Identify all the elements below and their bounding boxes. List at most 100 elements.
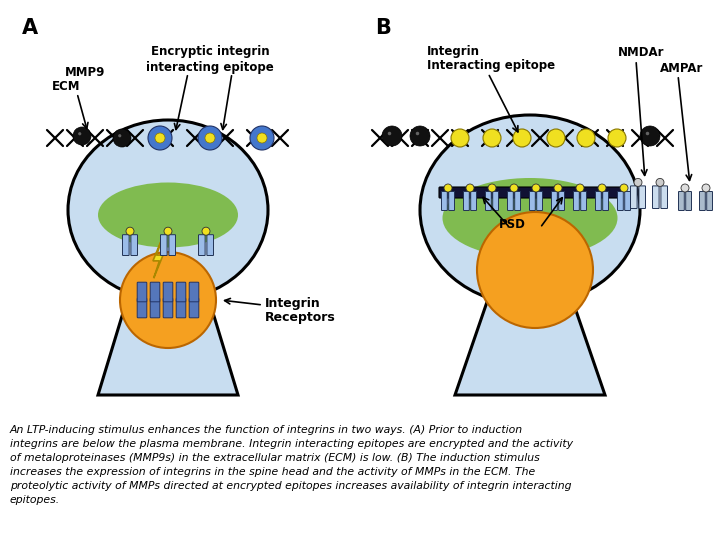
FancyBboxPatch shape bbox=[515, 192, 521, 211]
FancyBboxPatch shape bbox=[176, 298, 186, 318]
Text: Receptors: Receptors bbox=[265, 310, 336, 323]
FancyBboxPatch shape bbox=[150, 282, 160, 302]
FancyBboxPatch shape bbox=[529, 192, 535, 211]
Circle shape bbox=[198, 126, 222, 150]
FancyBboxPatch shape bbox=[652, 186, 659, 208]
Text: integrins are below the plasma membrane. Integrin interacting epitopes are encry: integrins are below the plasma membrane.… bbox=[10, 439, 573, 449]
FancyBboxPatch shape bbox=[131, 235, 138, 255]
Polygon shape bbox=[455, 270, 605, 395]
Circle shape bbox=[202, 227, 210, 235]
Circle shape bbox=[634, 178, 642, 186]
FancyBboxPatch shape bbox=[176, 282, 186, 302]
FancyBboxPatch shape bbox=[439, 187, 621, 198]
Circle shape bbox=[532, 184, 540, 192]
FancyBboxPatch shape bbox=[661, 186, 667, 208]
FancyBboxPatch shape bbox=[574, 192, 580, 211]
Text: Interacting epitope: Interacting epitope bbox=[427, 59, 555, 72]
Text: Integrin: Integrin bbox=[265, 296, 320, 309]
FancyBboxPatch shape bbox=[122, 235, 129, 255]
Text: proteolytic activity of MMPs directed at encrypted epitopes increases availabili: proteolytic activity of MMPs directed at… bbox=[10, 481, 572, 491]
Circle shape bbox=[576, 184, 584, 192]
Ellipse shape bbox=[68, 120, 268, 300]
Circle shape bbox=[547, 129, 565, 147]
FancyBboxPatch shape bbox=[464, 192, 469, 211]
Circle shape bbox=[120, 252, 216, 348]
Circle shape bbox=[702, 184, 710, 192]
Text: B: B bbox=[375, 18, 391, 38]
FancyBboxPatch shape bbox=[161, 235, 167, 255]
Circle shape bbox=[620, 184, 628, 192]
Text: An LTP-inducing stimulus enhances the function of integrins in two ways. (A) Pri: An LTP-inducing stimulus enhances the fu… bbox=[10, 425, 523, 435]
Circle shape bbox=[126, 227, 134, 235]
FancyBboxPatch shape bbox=[138, 282, 147, 302]
Circle shape bbox=[510, 184, 518, 192]
Ellipse shape bbox=[420, 115, 640, 305]
FancyBboxPatch shape bbox=[207, 235, 214, 255]
Circle shape bbox=[444, 184, 452, 192]
Circle shape bbox=[164, 227, 172, 235]
FancyBboxPatch shape bbox=[150, 298, 160, 318]
Text: increases the expression of integrins in the spine head and the activity of MMPs: increases the expression of integrins in… bbox=[10, 467, 535, 477]
Circle shape bbox=[488, 184, 496, 192]
Circle shape bbox=[554, 184, 562, 192]
FancyBboxPatch shape bbox=[199, 235, 205, 255]
FancyBboxPatch shape bbox=[707, 192, 713, 211]
Circle shape bbox=[410, 126, 430, 146]
Text: AMPAr: AMPAr bbox=[660, 62, 703, 75]
FancyBboxPatch shape bbox=[678, 192, 684, 211]
Circle shape bbox=[656, 178, 664, 186]
Circle shape bbox=[513, 129, 531, 147]
Circle shape bbox=[250, 126, 274, 150]
FancyBboxPatch shape bbox=[639, 186, 646, 208]
Circle shape bbox=[155, 133, 165, 143]
FancyBboxPatch shape bbox=[492, 192, 498, 211]
FancyBboxPatch shape bbox=[536, 192, 542, 211]
Circle shape bbox=[451, 129, 469, 147]
FancyBboxPatch shape bbox=[618, 192, 624, 211]
Polygon shape bbox=[136, 268, 200, 274]
Polygon shape bbox=[498, 268, 562, 274]
Circle shape bbox=[681, 184, 689, 192]
Text: Integrin: Integrin bbox=[427, 45, 480, 58]
Circle shape bbox=[477, 212, 593, 328]
Text: interacting epitope: interacting epitope bbox=[146, 60, 274, 73]
Ellipse shape bbox=[415, 132, 419, 135]
FancyBboxPatch shape bbox=[603, 192, 608, 211]
Text: PSD: PSD bbox=[498, 219, 526, 232]
Text: of metaloproteinases (MMP9s) in the extracellular matrix (ECM) is low. (B) The i: of metaloproteinases (MMP9s) in the extr… bbox=[10, 453, 540, 463]
Circle shape bbox=[205, 133, 215, 143]
Circle shape bbox=[382, 126, 402, 146]
Circle shape bbox=[466, 184, 474, 192]
Ellipse shape bbox=[646, 132, 649, 135]
Ellipse shape bbox=[98, 183, 238, 247]
FancyBboxPatch shape bbox=[625, 192, 631, 211]
Polygon shape bbox=[98, 270, 238, 395]
FancyBboxPatch shape bbox=[169, 235, 176, 255]
Polygon shape bbox=[153, 238, 163, 278]
FancyBboxPatch shape bbox=[700, 192, 706, 211]
FancyBboxPatch shape bbox=[471, 192, 477, 211]
FancyBboxPatch shape bbox=[581, 192, 587, 211]
FancyBboxPatch shape bbox=[631, 186, 637, 208]
Text: Encryptic integrin: Encryptic integrin bbox=[150, 45, 269, 58]
Circle shape bbox=[257, 133, 267, 143]
Text: A: A bbox=[22, 18, 38, 38]
Circle shape bbox=[148, 126, 172, 150]
FancyBboxPatch shape bbox=[552, 192, 557, 211]
FancyBboxPatch shape bbox=[189, 298, 199, 318]
Text: NMDAr: NMDAr bbox=[618, 45, 665, 58]
FancyBboxPatch shape bbox=[559, 192, 564, 211]
FancyBboxPatch shape bbox=[441, 192, 447, 211]
Ellipse shape bbox=[443, 178, 618, 258]
FancyBboxPatch shape bbox=[449, 192, 454, 211]
FancyBboxPatch shape bbox=[595, 192, 601, 211]
FancyBboxPatch shape bbox=[138, 298, 147, 318]
FancyBboxPatch shape bbox=[485, 192, 491, 211]
FancyBboxPatch shape bbox=[163, 282, 173, 302]
Circle shape bbox=[483, 129, 501, 147]
FancyBboxPatch shape bbox=[163, 298, 173, 318]
Circle shape bbox=[598, 184, 606, 192]
Ellipse shape bbox=[78, 132, 81, 136]
Circle shape bbox=[73, 127, 91, 145]
Text: epitopes.: epitopes. bbox=[10, 495, 60, 505]
